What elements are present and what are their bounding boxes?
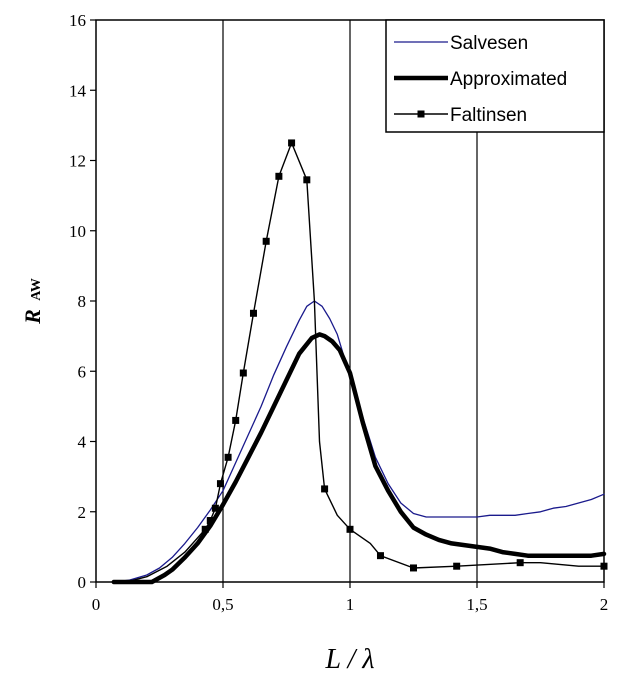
series-marker-faltinsen xyxy=(376,552,384,560)
x-axis-ticks: 0 0,5 1 1,5 2 xyxy=(92,582,609,614)
series-marker-faltinsen xyxy=(288,139,296,147)
legend-label-faltinsen: Faltinsen xyxy=(450,105,527,126)
series-line-faltinsen xyxy=(113,142,605,583)
y-axis-title: R AW xyxy=(20,278,45,325)
y-tick-label: 6 xyxy=(78,362,87,381)
series-marker-faltinsen xyxy=(211,504,219,512)
series-marker-faltinsen xyxy=(206,517,214,525)
series-line-salvesen xyxy=(113,300,605,583)
series-marker-faltinsen xyxy=(275,172,283,180)
y-axis-title-subscript: AW xyxy=(29,278,44,301)
y-axis-title-main: R xyxy=(20,309,45,325)
x-tick-label: 1,5 xyxy=(466,595,487,614)
series-marker-faltinsen xyxy=(321,485,329,493)
series-marker-faltinsen xyxy=(201,525,209,533)
y-tick-label: 16 xyxy=(69,11,86,30)
series-marker-faltinsen xyxy=(262,237,270,245)
legend-label-salvesen: Salvesen xyxy=(450,33,528,54)
y-tick-label: 2 xyxy=(78,503,87,522)
x-tick-label: 0 xyxy=(92,595,101,614)
series-marker-faltinsen xyxy=(600,562,608,570)
legend-label-approximated: Approximated xyxy=(450,69,567,90)
x-tick-label: 1 xyxy=(346,595,355,614)
series-marker-faltinsen xyxy=(346,525,354,533)
series-marker-faltinsen xyxy=(249,309,257,317)
series-marker-faltinsen xyxy=(410,564,417,572)
y-tick-label: 12 xyxy=(69,152,86,171)
x-tick-label: 2 xyxy=(600,595,609,614)
y-tick-label: 0 xyxy=(78,573,87,592)
series-layer xyxy=(111,139,608,585)
series-line-approximated xyxy=(111,332,607,585)
y-tick-label: 4 xyxy=(78,433,87,452)
series-marker-faltinsen xyxy=(453,562,461,570)
y-tick-label: 10 xyxy=(69,222,86,241)
series-marker-faltinsen xyxy=(216,480,224,488)
series-marker-faltinsen xyxy=(224,453,232,461)
series-marker-faltinsen xyxy=(516,559,524,567)
legend-marker-faltinsen xyxy=(417,110,425,118)
legend: Salvesen Approximated Faltinsen xyxy=(385,19,605,133)
y-axis-ticks: 0 2 4 6 8 10 12 14 16 xyxy=(69,11,96,592)
x-axis-title: L / λ xyxy=(325,644,375,675)
series-marker-faltinsen xyxy=(239,369,247,377)
y-tick-label: 14 xyxy=(69,81,87,100)
series-marker-faltinsen xyxy=(303,176,311,184)
plot-area-frame xyxy=(95,19,605,583)
series-marker-faltinsen xyxy=(232,416,240,424)
y-tick-label: 8 xyxy=(78,292,87,311)
x-tick-label: 0,5 xyxy=(212,595,233,614)
